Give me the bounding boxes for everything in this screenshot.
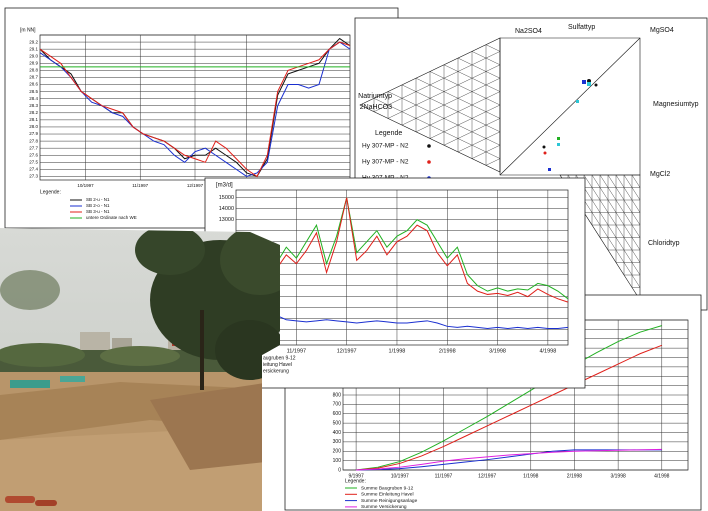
legend-entry: SB 2-u - N1 [86,197,110,202]
y-tick-label: 0 [338,467,341,473]
legend-entry: Hy 307-MP - N2 [362,159,409,166]
y-tick-label: 29.0 [29,53,38,58]
y-tick-label: 28.9 [29,60,38,65]
y-tick-label: 13000 [219,217,234,223]
x-tick-label: 11/1997 [287,348,306,354]
x-tick-label: 11/1997 [132,183,148,188]
label: MgSO4 [650,27,674,34]
legend-entry: Summe Versickerung [361,504,407,510]
legend-entry: SB 3-u - N1 [86,209,110,214]
y-tick-label: 27.6 [29,152,38,157]
y-tick-label: 28.8 [29,68,38,73]
x-tick-label: 12/1997 [337,348,357,354]
y-tick-label: 28.5 [29,89,38,94]
y-tick-label: 500 [333,420,342,426]
y-tick-label: 27.8 [29,138,38,143]
label: Natriumtyp [358,93,392,100]
legend-dot [427,144,431,148]
y-tick-label: 28.2 [29,110,38,115]
legend-title: Legende: [345,478,366,484]
legend-dot [427,160,431,164]
x-tick-label: 3/1998 [489,348,506,354]
legend-entry: Summe Reinigungsanlage [361,498,418,504]
y-tick-label: 29.1 [29,46,38,51]
y-tick-label: 29.2 [29,39,38,44]
x-tick-label: 4/1998 [539,348,556,354]
y-tick-label: 400 [333,430,342,436]
y-tick-label: 28.7 [29,75,38,80]
y-tick-label: 28.6 [29,82,38,87]
x-tick-label: 11/1997 [435,473,453,479]
y-tick-label: 28.3 [29,103,38,108]
x-tick-label: 10/1997 [77,183,94,188]
collage: 27.3 27.4 27.5 27.6 27.7 27.8 27.9 28.0 28.1 28.2… [0,0,708,511]
label: 2NaHCO3 [360,104,392,111]
x-tick-label: 12/1997 [187,183,204,188]
x-tick-label: 12/1997 [478,473,496,479]
y-tick-label: 28.4 [29,96,38,101]
y-tick-label: 27.7 [29,145,38,150]
x-tick-label: 4/1998 [654,473,670,479]
label: Magnesiumtyp [653,101,699,108]
x-tick-label: 1/1998 [389,348,406,354]
legend-entry: ieitung Havel [263,362,292,368]
y-tick-label: 700 [333,402,342,408]
y-tick-label: 27.9 [29,131,38,136]
x-tick-label: 3/1998 [610,473,626,479]
legend-entry: augruben 9-12 [263,355,296,361]
legend-entry: untere Ordinate nach WE [86,215,137,220]
y-tick-label: 14000 [219,206,234,212]
y-tick-label: 27.4 [29,167,38,172]
y-tick-label: 28.0 [29,124,38,129]
x-tick-label: 10/1997 [391,473,409,479]
legend-entry: SB 2-o - N1 [86,203,110,208]
label: Chloridtyp [648,240,680,247]
y-axis-label: [m3/d] [216,183,233,189]
y-tick-label: 100 [333,458,342,464]
legend-entry: ersickerung [263,368,289,374]
legend-entry: Hy 307-MP - N2 [362,143,409,150]
label: MgCl2 [650,171,670,178]
y-tick-label: 28.1 [29,117,38,122]
legend-title: Legende: [40,189,61,195]
x-tick-label: 2/1998 [567,473,583,479]
legend-entry: Summe Baugruben 9-12 [361,485,414,491]
photo [0,225,300,511]
label: Na2SO4 [515,28,542,35]
x-tick-label: 2/1998 [439,348,456,354]
label: Sulfattyp [568,24,595,31]
y-tick-label: 300 [333,439,342,445]
y-tick-label: 15000 [219,195,234,201]
x-tick-label: 1/1998 [523,473,539,479]
y-tick-label: 200 [333,449,342,455]
legend-title: Legende [375,130,402,137]
y-tick-label: 600 [333,411,342,417]
y-axis-label: [m NN] [20,27,36,33]
y-tick-label: 27.3 [29,174,38,179]
y-tick-label: 27.5 [29,160,38,165]
y-tick-label: 800 [333,392,342,398]
legend-entry: Summe Einleitung Havel [361,492,414,498]
